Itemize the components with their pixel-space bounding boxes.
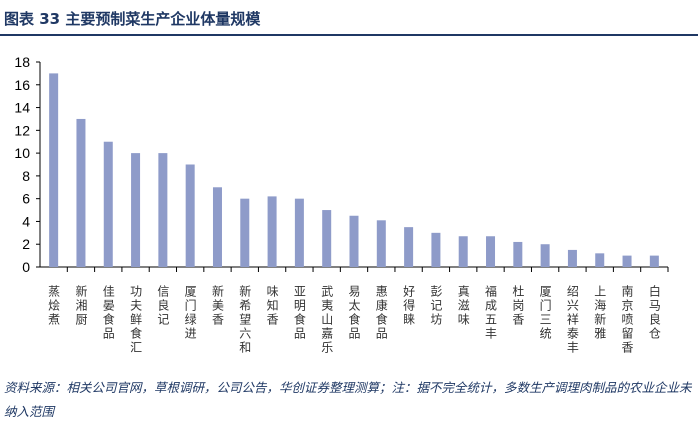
x-tick-label: 易太食品: [347, 285, 361, 341]
x-tick-label: 蒸烩煮: [47, 285, 61, 327]
bar: [567, 249, 577, 267]
x-tick-label: 绍兴祥泰丰: [565, 285, 579, 355]
bar: [349, 215, 359, 267]
x-tick-label: 厦门绿进: [183, 285, 197, 341]
bar: [294, 198, 304, 267]
y-tick-label: 8: [22, 168, 30, 184]
bar: [649, 255, 659, 267]
x-tick-label: 新美香: [210, 284, 224, 327]
bar: [49, 73, 59, 267]
y-tick-label: 16: [14, 77, 30, 93]
y-tick-label: 6: [22, 191, 30, 207]
bar: [212, 187, 222, 267]
bar: [513, 241, 523, 267]
x-tick-label: 信良记: [156, 285, 170, 327]
bar: [376, 220, 386, 267]
x-tick-label: 功夫鲜食汇: [129, 285, 143, 355]
bar: [595, 253, 605, 267]
x-tick-label: 好得睐: [402, 285, 416, 327]
bar: [240, 198, 250, 267]
x-tick-label: 福成五丰: [484, 284, 498, 341]
y-tick-label: 12: [14, 122, 30, 138]
x-tick-label: 真滋味: [456, 285, 470, 327]
bar: [131, 153, 141, 267]
bar: [458, 236, 468, 267]
x-tick-label: 白马良仓: [647, 284, 661, 341]
source-note: 资料来源：相关公司官网，草根调研，公司公告，华创证券整理测算；注：据不完全统计，…: [4, 380, 692, 419]
bar: [267, 196, 277, 267]
x-tick-label: 上海新雅: [593, 285, 607, 341]
bar: [76, 118, 86, 267]
x-tick-label: 彭记坊: [429, 285, 443, 327]
bar: [486, 236, 496, 267]
y-tick-label: 4: [22, 213, 30, 229]
x-tick-label: 新希望六和: [238, 284, 252, 355]
y-tick-label: 0: [22, 259, 30, 275]
x-tick-label: 新湘厨: [74, 284, 88, 327]
bar: [185, 164, 195, 267]
title-divider: [0, 34, 698, 36]
x-tick-label: 杜岗香: [511, 284, 525, 327]
x-tick-label: 南京喷留香: [620, 284, 634, 355]
y-tick-label: 10: [14, 145, 30, 161]
y-tick-label: 18: [14, 54, 30, 70]
x-tick-label: 惠康食品: [374, 285, 388, 341]
x-tick-label: 厦门三统: [538, 285, 552, 341]
x-tick-label: 武夷山嘉乐: [320, 285, 334, 355]
bar: [404, 227, 414, 267]
bar: [431, 232, 441, 267]
chart-title: 图表 33 主要预制菜生产企业体量规模: [4, 10, 261, 28]
bar: [158, 153, 168, 267]
x-tick-label: 亚明食品: [292, 285, 306, 341]
bar-chart: 0 2 4 6 8 10 12 14 16 18 蒸烩煮 新湘厨 佳晏食品 功夫鲜食汇 信良记 厦门绿进 新美香…: [14, 54, 669, 355]
bar: [622, 255, 632, 267]
x-tick-label: 佳晏食品: [101, 285, 115, 341]
x-tick-label: 味知香: [265, 285, 279, 327]
bar: [103, 141, 113, 267]
y-tick-label: 2: [22, 236, 30, 252]
bar: [540, 244, 550, 267]
bar: [322, 210, 332, 267]
y-tick-label: 14: [14, 100, 30, 116]
